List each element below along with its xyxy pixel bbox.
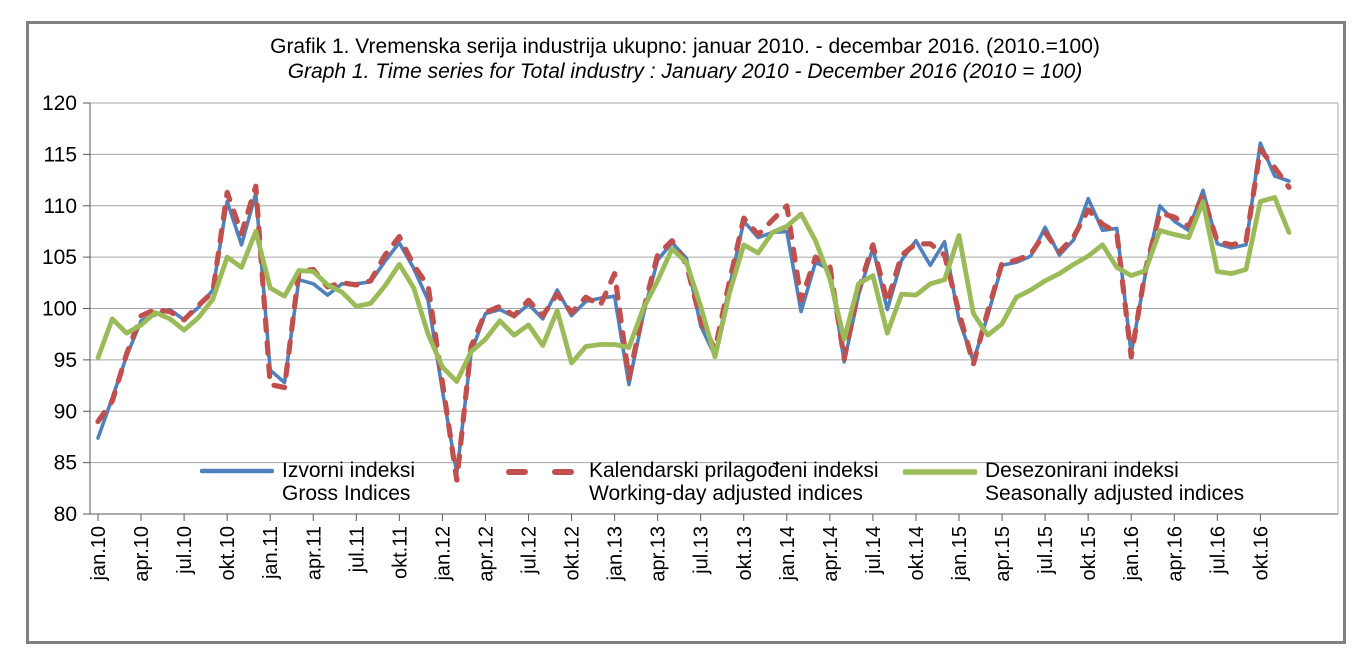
x-axis-label: apr.10 xyxy=(131,526,153,582)
y-axis-label: 90 xyxy=(54,400,77,423)
x-axis-label: apr.15 xyxy=(992,526,1014,582)
x-axis-label: jul.12 xyxy=(519,526,541,575)
legend-seasonal-en: Seasonally adjusted indices xyxy=(985,482,1245,505)
x-axis-label: okt.10 xyxy=(217,526,239,580)
seasonal-indices-line xyxy=(95,195,1292,384)
x-axis-label: apr.14 xyxy=(820,526,842,582)
legend-gross-local: Izvorni indeksi xyxy=(282,459,416,482)
y-axis-label: 85 xyxy=(54,452,77,475)
x-axis-label: apr.16 xyxy=(1164,526,1186,582)
chart-title-block: Grafik 1. Vremenska serija industrija uk… xyxy=(30,34,1340,84)
x-axis-label: jul.14 xyxy=(863,526,885,575)
x-axis-label: jan.11 xyxy=(260,526,282,580)
x-axis-label: okt.12 xyxy=(562,526,584,580)
x-axis-label: jan.13 xyxy=(605,526,627,582)
x-axis-label: okt.14 xyxy=(906,526,928,580)
legend-label-gross: Izvorni indeksi Gross Indices xyxy=(282,459,415,505)
y-axis-label: 115 xyxy=(44,143,77,166)
legend-seasonal-local: Desezonirani indeksi xyxy=(985,459,1179,482)
y-axis-label: 105 xyxy=(42,246,77,269)
x-axis-label: jan.10 xyxy=(88,526,110,582)
x-axis-label: okt.13 xyxy=(734,526,756,580)
x-axis-label: jul.10 xyxy=(174,526,196,575)
y-axis-label: 95 xyxy=(54,349,77,372)
x-axis-label: jul.13 xyxy=(691,526,713,575)
y-axis-label: 120 xyxy=(42,92,77,115)
legend-item-seasonal: Desezonirani indeksi Seasonally adjusted… xyxy=(903,459,1244,505)
legend-item-working-day: Kalendarski prilagođeni indeksi Working-… xyxy=(505,459,879,505)
y-axis-label: 80 xyxy=(54,503,77,526)
x-axis-label: jul.16 xyxy=(1207,526,1229,575)
x-axis-label: jan.14 xyxy=(777,526,799,582)
x-axis-label: jul.11 xyxy=(346,526,368,573)
x-axis-label: okt.15 xyxy=(1078,526,1100,580)
legend-gross-en: Gross Indices xyxy=(282,482,411,505)
x-axis-label: apr.13 xyxy=(648,526,670,582)
chart-subtitle: Graph 1. Time series for Total industry … xyxy=(287,60,1083,83)
y-axis-label: 110 xyxy=(44,195,77,218)
legend-item-gross: Izvorni indeksi Gross Indices xyxy=(200,459,415,505)
x-axis-label: jan.12 xyxy=(432,526,454,582)
x-axis-label: okt.11 xyxy=(389,526,411,579)
chart-title: Grafik 1. Vremenska serija industrija uk… xyxy=(270,35,1100,58)
y-axis-label: 100 xyxy=(42,298,77,321)
x-axis-label: jan.15 xyxy=(949,526,971,582)
x-axis-label: jan.16 xyxy=(1121,526,1143,582)
legend-label-seasonal: Desezonirani indeksi Seasonally adjusted… xyxy=(985,459,1244,505)
seasonal-line-key-icon xyxy=(903,469,977,475)
x-axis-label: okt.16 xyxy=(1250,526,1272,580)
gross-line-key-icon xyxy=(200,468,274,474)
legend-working-day-local: Kalendarski prilagođeni indeksi xyxy=(589,459,879,482)
working-day-line-key-icon xyxy=(506,469,580,475)
legend-label-working-day: Kalendarski prilagođeni indeksi Working-… xyxy=(589,459,879,505)
legend-working-day-en: Working-day adjusted indices xyxy=(589,482,863,505)
x-axis-label: apr.11 xyxy=(303,526,325,580)
x-axis-label: jul.15 xyxy=(1035,526,1057,575)
x-axis-label: apr.12 xyxy=(475,526,497,582)
working-day-indices-line xyxy=(95,146,1292,483)
